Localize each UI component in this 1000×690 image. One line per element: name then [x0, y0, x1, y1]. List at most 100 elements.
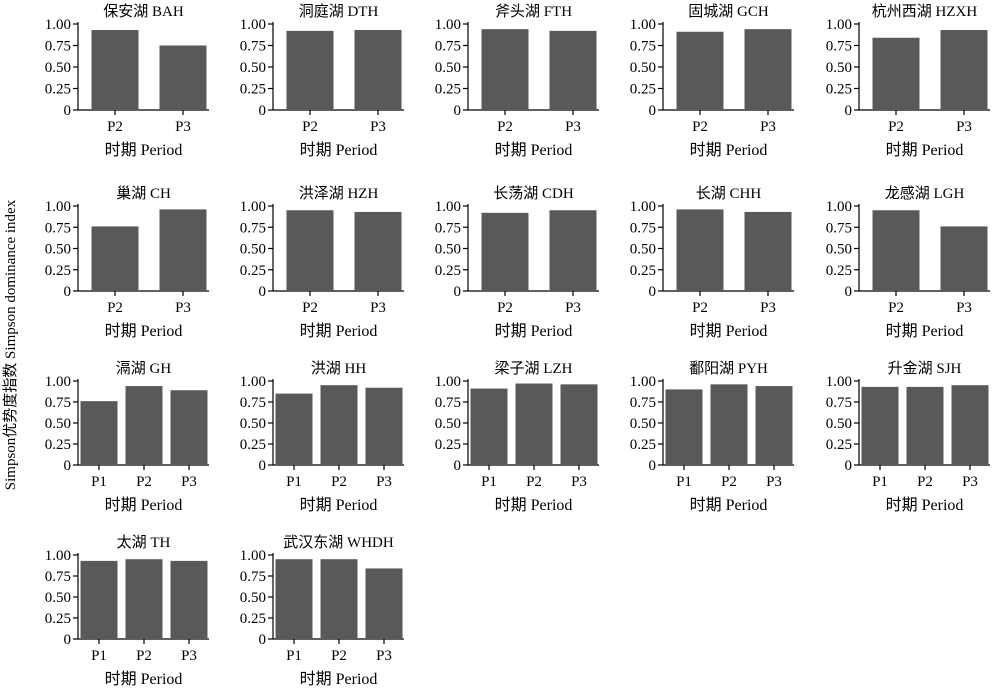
panel-0-y-tick-label: 0 — [64, 103, 72, 119]
panel-1-x-axis-label: 时期 Period — [300, 141, 378, 159]
panel-0-x-tick-label: P2 — [107, 119, 123, 135]
panel-6-x-tick-label: P3 — [370, 300, 386, 316]
panel-4-x-tick-label: P3 — [956, 119, 972, 135]
panel-3-bar-P2 — [676, 31, 724, 111]
panel-14-x-tick-label: P1 — [872, 474, 888, 490]
panel-4-bar-P3 — [940, 30, 988, 110]
panel-13-title: 鄱阳湖 PYH — [689, 360, 768, 377]
panel-14-y-tick-label: 0.75 — [826, 395, 852, 411]
panel-3-x-tick-label: P2 — [692, 119, 708, 135]
panel-9-bar-P3 — [940, 226, 988, 291]
panel-7-y-tick-label: 0.75 — [435, 220, 461, 236]
panel-15-x-tick-label: P1 — [91, 648, 107, 664]
panel-5-y-tick-label: 0 — [64, 284, 72, 300]
panel-0-x-axis-label: 时期 Period — [105, 141, 183, 159]
panel-3-x-axis-label: 时期 Period — [690, 141, 768, 159]
panel-16-x-tick-label: P2 — [331, 648, 347, 664]
panel-12-y-tick-label: 1.00 — [435, 374, 461, 390]
panel-1-y-tick-label: 0.50 — [240, 60, 266, 76]
panel-9-y-tick-label: 0.25 — [826, 263, 852, 279]
panel-11-y-tick-label: 1.00 — [240, 374, 266, 390]
panel-11-y-tick-label: 0.50 — [240, 416, 266, 432]
panel-5-title: 巢湖 CH — [116, 185, 171, 202]
panel-9-x-tick-label: P2 — [888, 300, 904, 316]
panel-13-x-tick-label: P2 — [721, 474, 737, 490]
panel-6-y-tick-label: 0.25 — [240, 263, 266, 279]
panel-8-title: 长湖 CHH — [696, 185, 762, 202]
panel-2-y-tick-label: 0 — [454, 103, 462, 119]
panel-5-y-tick-label: 0.25 — [45, 263, 71, 279]
panel-11-x-axis-label: 时期 Period — [300, 496, 378, 514]
panel-10-y-tick-label: 0.75 — [45, 395, 71, 411]
panel-8-bar-P3 — [744, 211, 792, 291]
panel-14-x-tick-label: P2 — [917, 474, 933, 490]
panel-1-y-tick-label: 0.75 — [240, 39, 266, 55]
panel-12-y-tick-label: 0 — [454, 458, 462, 474]
panel-1-bar-P2 — [286, 30, 334, 111]
panel-2-x-tick-label: P2 — [497, 119, 513, 135]
panel-7-title: 长荡湖 CDH — [493, 185, 574, 202]
panel-10-bar-P1 — [80, 401, 118, 465]
panel-6-y-tick-label: 0.75 — [240, 220, 266, 236]
panel-7-bar-P3 — [549, 210, 597, 291]
panel-16-y-tick-label: 0.25 — [240, 611, 266, 627]
panel-8-x-tick-label: P3 — [760, 300, 776, 316]
panel-10-x-axis-label: 时期 Period — [105, 496, 183, 514]
panel-11-y-tick-label: 0 — [259, 458, 267, 474]
panel-12-x-axis-label: 时期 Period — [495, 496, 573, 514]
panel-15-y-tick-label: 0.25 — [45, 611, 71, 627]
panel-10-x-tick-label: P2 — [136, 474, 152, 490]
panel-4-y-tick-label: 0.50 — [826, 60, 852, 76]
panel-16-x-tick-label: P3 — [376, 648, 392, 664]
panel-11-title: 洪湖 HH — [311, 360, 367, 377]
panel-0-y-tick-label: 0.50 — [45, 60, 71, 76]
panel-6-x-axis-label: 时期 Period — [300, 322, 378, 340]
panel-10-y-tick-label: 0 — [64, 458, 72, 474]
panel-14-y-tick-label: 1.00 — [826, 374, 852, 390]
panel-0-title: 保安湖 BAH — [103, 3, 184, 20]
panel-10-x-tick-label: P1 — [91, 474, 107, 490]
panel-4-x-axis-label: 时期 Period — [886, 141, 964, 159]
panel-11-x-tick-label: P1 — [286, 474, 302, 490]
panel-15-y-tick-label: 0.75 — [45, 569, 71, 585]
panel-2-bar-P3 — [549, 30, 597, 111]
panel-5-bar-P3 — [159, 209, 207, 291]
panel-4-title: 杭州西湖 HZXH — [872, 3, 978, 20]
panel-12-bar-P3 — [560, 384, 598, 465]
panel-15-y-tick-label: 0 — [64, 632, 72, 648]
panel-13-y-tick-label: 0.75 — [630, 395, 656, 411]
panel-2-x-axis-label: 时期 Period — [495, 141, 573, 159]
panel-13-bar-P1 — [665, 389, 703, 465]
shared-y-axis-label: Simpson优势度指数 Simpson dominance index — [2, 199, 19, 490]
panel-14-y-tick-label: 0 — [845, 458, 853, 474]
panel-14-x-axis-label: 时期 Period — [886, 496, 964, 514]
panel-15-bar-P1 — [80, 560, 118, 639]
panel-16-y-tick-label: 1.00 — [240, 548, 266, 564]
panel-6-y-tick-label: 0 — [259, 284, 267, 300]
panel-12-title: 梁子湖 LZH — [495, 360, 573, 377]
panel-16-bar-P3 — [365, 568, 403, 639]
panel-11-bar-P2 — [320, 385, 358, 465]
panel-12-y-tick-label: 0.50 — [435, 416, 461, 432]
panel-2-title: 斧头湖 FTH — [495, 3, 572, 20]
panel-2-bar-P2 — [481, 29, 529, 110]
panel-4-y-tick-label: 0.25 — [826, 82, 852, 98]
panel-9-y-tick-label: 0.50 — [826, 242, 852, 258]
panel-15-y-tick-label: 1.00 — [45, 548, 71, 564]
panel-11-x-tick-label: P3 — [376, 474, 392, 490]
panel-7-y-tick-label: 0.25 — [435, 263, 461, 279]
panel-3-y-tick-label: 0.75 — [630, 39, 656, 55]
panel-13-x-tick-label: P1 — [676, 474, 692, 490]
panel-11-x-tick-label: P2 — [331, 474, 347, 490]
panel-8-y-tick-label: 0 — [649, 284, 657, 300]
panel-8-y-tick-label: 0.50 — [630, 242, 656, 258]
panel-7-bar-P2 — [481, 212, 529, 291]
panel-16-y-tick-label: 0.50 — [240, 590, 266, 606]
panel-5-y-tick-label: 1.00 — [45, 199, 71, 215]
panel-1-y-tick-label: 0 — [259, 103, 267, 119]
panel-2-x-tick-label: P3 — [565, 119, 581, 135]
panel-2-y-tick-label: 0.50 — [435, 60, 461, 76]
panel-11-y-tick-label: 0.25 — [240, 437, 266, 453]
panel-13-y-tick-label: 0 — [649, 458, 657, 474]
